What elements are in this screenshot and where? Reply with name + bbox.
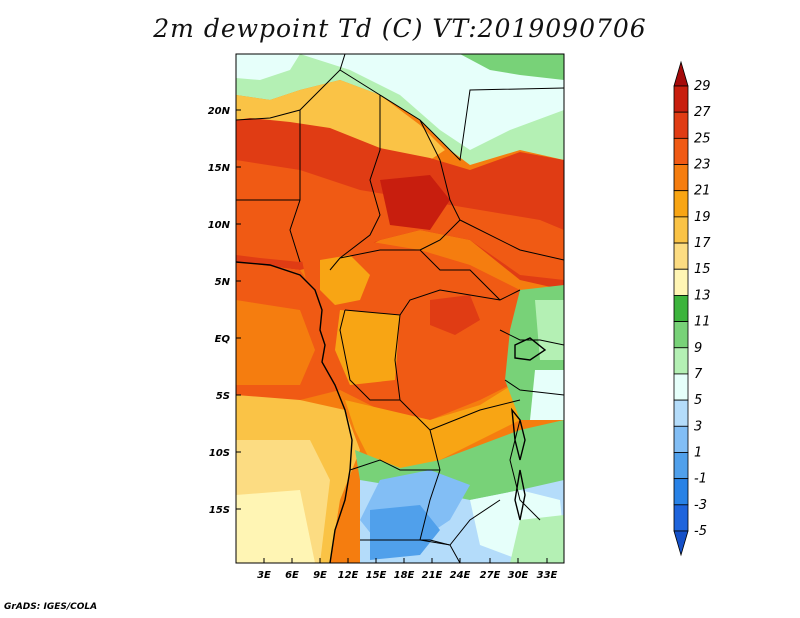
colorbar-segment: [673, 137, 689, 165]
svg-text:33E: 33E: [537, 570, 558, 581]
colorbar-label: 27: [694, 105, 711, 120]
colorbar-segment: [673, 321, 689, 349]
lon-axis: 3E 6E 9E 12E 15E 18E 21E 24E 27E 30E 33E: [257, 558, 558, 581]
lat-label: 10N: [208, 220, 241, 231]
lon-label: 30E: [508, 558, 529, 581]
svg-text:3E: 3E: [257, 570, 271, 581]
lon-label: 24E: [450, 558, 471, 581]
svg-text:27E: 27E: [480, 570, 501, 581]
colorbar-label: 21: [694, 184, 711, 199]
lon-label: 15E: [366, 558, 387, 581]
coastlines: [236, 261, 547, 563]
lon-label: 18E: [394, 558, 415, 581]
colorbar-label: 29: [694, 79, 711, 94]
lon-label: 33E: [537, 558, 558, 581]
svg-text:18E: 18E: [394, 570, 415, 581]
svg-text:10N: 10N: [208, 220, 231, 231]
lat-label: 15S: [209, 505, 241, 516]
colorbar-segment: [673, 478, 689, 506]
colorbar-label: 3: [694, 419, 702, 434]
svg-text:10S: 10S: [209, 448, 230, 459]
colorbar-segment: [673, 452, 689, 480]
colorbar-segment: [673, 111, 689, 139]
svg-text:5N: 5N: [215, 277, 231, 288]
svg-text:30E: 30E: [508, 570, 529, 581]
colorbar-segment: [673, 85, 689, 113]
lon-label: 9E: [313, 558, 327, 581]
svg-text:6E: 6E: [285, 570, 299, 581]
colorbar-label: 15: [694, 262, 711, 277]
colorbar-label: 25: [694, 131, 711, 146]
svg-text:15N: 15N: [208, 163, 231, 174]
colorbar-segment: [673, 425, 689, 453]
colorbar-segment: [673, 242, 689, 270]
colorbar-segment: [673, 60, 689, 87]
svg-text:21E: 21E: [422, 570, 443, 581]
svg-text:24E: 24E: [450, 570, 471, 581]
svg-text:9E: 9E: [313, 570, 327, 581]
colorbar-label: 19: [694, 210, 711, 225]
colorbar-segment: [673, 190, 689, 218]
lon-label: 12E: [338, 558, 359, 581]
svg-text:12E: 12E: [338, 570, 359, 581]
colorbar-label: -3: [694, 498, 707, 513]
colorbar-label: 23: [694, 158, 711, 173]
lat-label: 5S: [216, 391, 241, 402]
colorbar-label: 1: [694, 445, 702, 460]
colorbar-segment: [673, 399, 689, 427]
colorbar-segment: [673, 347, 689, 375]
colorbar-segment: [673, 373, 689, 401]
colorbar-label: -1: [694, 472, 707, 487]
colorbar-label: 13: [694, 288, 711, 303]
svg-text:EQ: EQ: [215, 334, 231, 345]
colorbar-segment: [673, 504, 689, 532]
lat-label: 5N: [215, 277, 241, 288]
colorbar: 29 27 25 23 21 19 17 15 13 11 9 7 5 3 1 -1 -3 -5: [673, 60, 711, 557]
lat-label: 15N: [208, 163, 241, 174]
colorbar-segment: [673, 530, 689, 557]
colorbar-segment: [673, 164, 689, 192]
map-frame: [235, 53, 565, 564]
credit-text: GrADS: IGES/COLA: [4, 602, 98, 612]
lon-label: 3E: [257, 558, 271, 581]
colorbar-label: 5: [694, 393, 702, 408]
colorbar-segment: [673, 216, 689, 244]
filled-contours: [236, 54, 564, 563]
svg-text:20N: 20N: [208, 106, 231, 117]
lon-label: 6E: [285, 558, 299, 581]
colorbar-label: 11: [694, 315, 711, 330]
svg-text:15E: 15E: [366, 570, 387, 581]
svg-text:5S: 5S: [216, 391, 230, 402]
lon-label: 27E: [480, 558, 501, 581]
lat-axis: 20N 15N 10N 5N EQ 5S 10S 15S: [208, 106, 241, 516]
lat-label: 20N: [208, 106, 241, 117]
colorbar-label: 7: [694, 367, 703, 382]
lon-label: 21E: [422, 558, 443, 581]
colorbar-label: 17: [694, 236, 711, 251]
colorbar-segment: [673, 268, 689, 296]
lat-label: 10S: [209, 448, 241, 459]
colorbar-label: 9: [694, 341, 702, 356]
colorbar-segment: [673, 295, 689, 322]
colorbar-label: -5: [694, 524, 707, 539]
lat-label: EQ: [215, 334, 241, 345]
map-title: 2m dewpoint Td (C) VT:2019090706: [153, 14, 647, 43]
svg-text:15S: 15S: [209, 505, 230, 516]
